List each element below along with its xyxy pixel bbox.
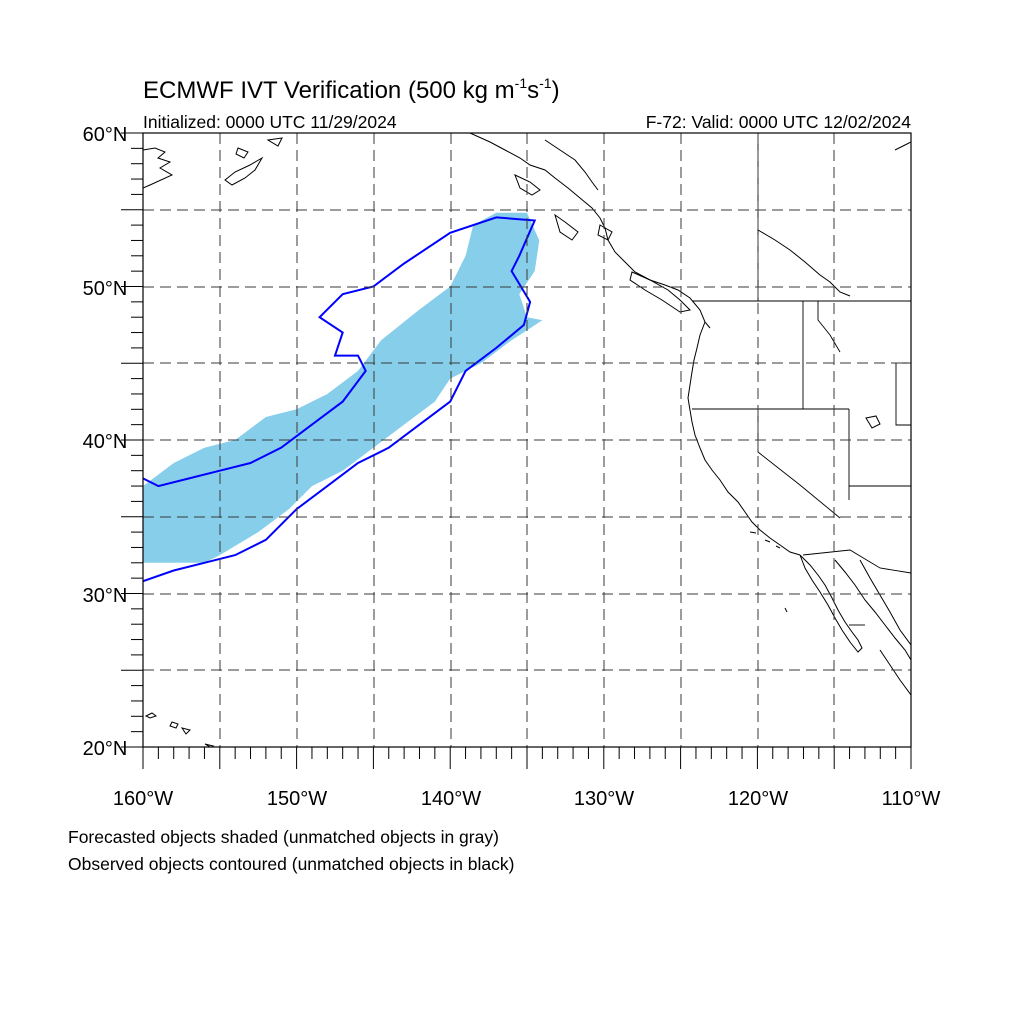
legend-observed-note: Observed objects contoured (unmatched ob… (68, 854, 515, 874)
figure-title: ECMWF IVT Verification (500 kg m-1s-1) (143, 75, 560, 104)
graticule (143, 133, 911, 747)
axis-ticks (121, 132, 912, 769)
forecast-object (143, 212, 543, 563)
lon-labels: 160°W 150°W 140°W 130°W 120°W 110°W (113, 788, 941, 810)
map-area (143, 133, 911, 747)
observed-object (143, 216, 537, 583)
lat-label-60: 60°N (83, 124, 128, 146)
lon-label-120w: 120°W (728, 788, 788, 810)
initialized-label: Initialized: 0000 UTC 11/29/2024 (143, 112, 397, 132)
lon-label-130w: 130°W (574, 788, 634, 810)
lat-label-20: 20°N (83, 738, 128, 760)
lon-label-160w: 160°W (113, 788, 173, 810)
lat-label-50: 50°N (83, 278, 128, 300)
legend-forecast-note: Forecasted objects shaded (unmatched obj… (68, 827, 499, 847)
political-borders (692, 133, 911, 626)
lon-label-110w: 110°W (882, 788, 941, 810)
lon-label-140w: 140°W (421, 788, 481, 810)
lat-label-40: 40°N (83, 431, 128, 453)
lon-label-150w: 150°W (267, 788, 327, 810)
lat-label-30: 30°N (83, 585, 128, 607)
coastlines (143, 133, 911, 747)
lat-labels: 60°N 50°N 40°N 30°N 20°N (83, 124, 128, 760)
valid-label: F-72: Valid: 0000 UTC 12/02/2024 (646, 112, 912, 132)
